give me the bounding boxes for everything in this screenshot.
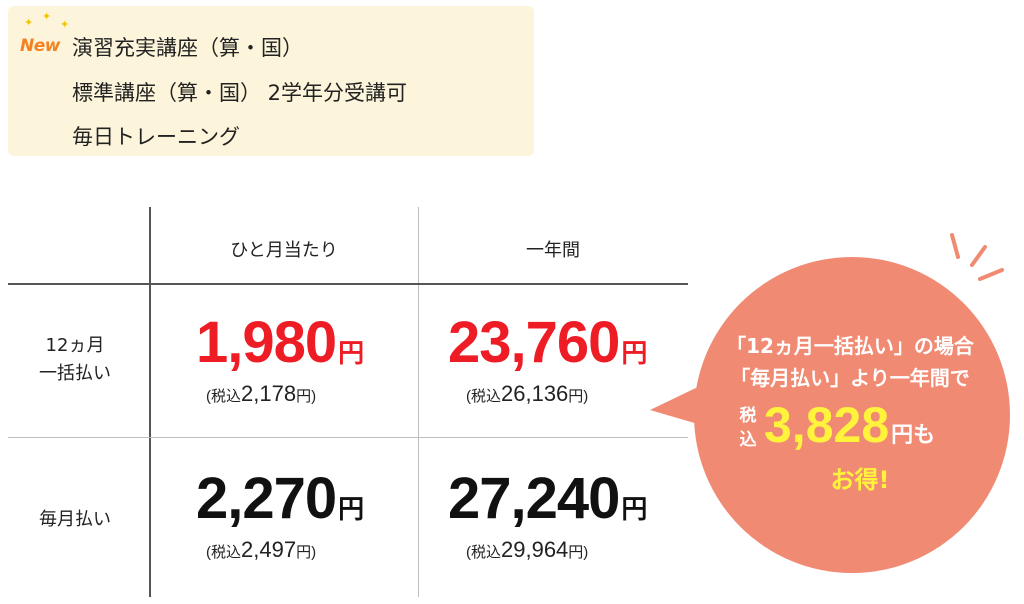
row-header-line: 一括払い [39,363,111,384]
savings-amount: 3,828円も [764,400,935,450]
bubble-line-2: 「毎月払い」より一年間で [730,366,970,390]
tax-suffix: 円) [296,388,317,405]
row-header-monthly-pay: 毎月払い [20,506,130,534]
yen-unit: 円 [338,338,365,368]
tax-value: 2,497 [241,537,297,562]
tax-suffix: 円) [568,544,589,561]
yen-unit: 円 [621,338,648,368]
tax-lump-monthly: (税込2,178円) [206,383,316,405]
price-lump-yearly: 23,760円 [448,314,647,372]
col-header-yearly: 一年間 [526,240,580,261]
price-value: 1,980 [196,310,337,375]
tax-char: 込 [739,430,757,450]
tax-char: 税 [739,406,757,426]
tax-prefix: (税込 [466,388,501,405]
tax-suffix: 円) [296,544,317,561]
price-value: 23,760 [448,310,620,375]
emphasis-line [978,268,1004,281]
bubble-line-4: お得! [830,466,890,494]
price-value: 27,240 [448,466,620,531]
table-divider [8,437,688,438]
table-divider [149,207,151,597]
price-monthly-yearly: 27,240円 [448,470,647,528]
tax-monthly-yearly: (税込29,964円) [466,539,588,561]
yen-unit: 円 [621,494,648,524]
course-info-box: ✦ ✦ ✦ New 演習充実講座（算・国） 標準講座（算・国） 2学年分受講可 … [8,6,534,156]
tax-value: 2,178 [241,381,297,406]
tax-prefix: (税込 [206,388,241,405]
emphasis-line [970,245,987,267]
tax-value: 26,136 [501,381,569,406]
tax-value: 29,964 [501,537,569,562]
price-value: 2,270 [196,466,337,531]
emphasis-line [950,233,960,259]
yen-unit: 円 [338,494,365,524]
savings-suffix: も [913,422,936,447]
price-monthly-monthly: 2,270円 [196,470,364,528]
tax-suffix: 円) [568,388,589,405]
course-line-1: 演習充実講座（算・国） [72,36,303,60]
table-divider [418,207,419,597]
sparkle-icon: ✦ [60,18,70,31]
price-lump-monthly: 1,980円 [196,314,364,372]
tax-prefix: (税込 [466,544,501,561]
yen-unit: 円 [891,422,914,447]
bubble-circle [694,257,1010,573]
tax-monthly-monthly: (税込2,497円) [206,539,316,561]
new-badge: New [20,36,60,56]
row-header-line: 毎月払い [39,509,111,530]
savings-value: 3,828 [764,397,890,453]
row-header-line: 12ヵ月 [45,335,105,356]
sparkle-icon: ✦ [42,10,52,23]
tax-included-label: 税 込 [737,404,759,452]
table-divider [8,283,688,285]
col-header-monthly: ひと月当たり [230,240,338,261]
bubble-tail [650,385,708,427]
bubble-line-1: 「12ヵ月一括払い」の場合 [726,334,974,358]
tax-lump-yearly: (税込26,136円) [466,383,588,405]
course-line-2: 標準講座（算・国） 2学年分受講可 [72,81,408,105]
course-line-3: 毎日トレーニング [72,125,240,149]
tax-prefix: (税込 [206,544,241,561]
row-header-lump-sum: 12ヵ月 一括払い [20,332,130,388]
sparkle-icon: ✦ [24,16,34,29]
savings-bubble [650,233,1010,573]
